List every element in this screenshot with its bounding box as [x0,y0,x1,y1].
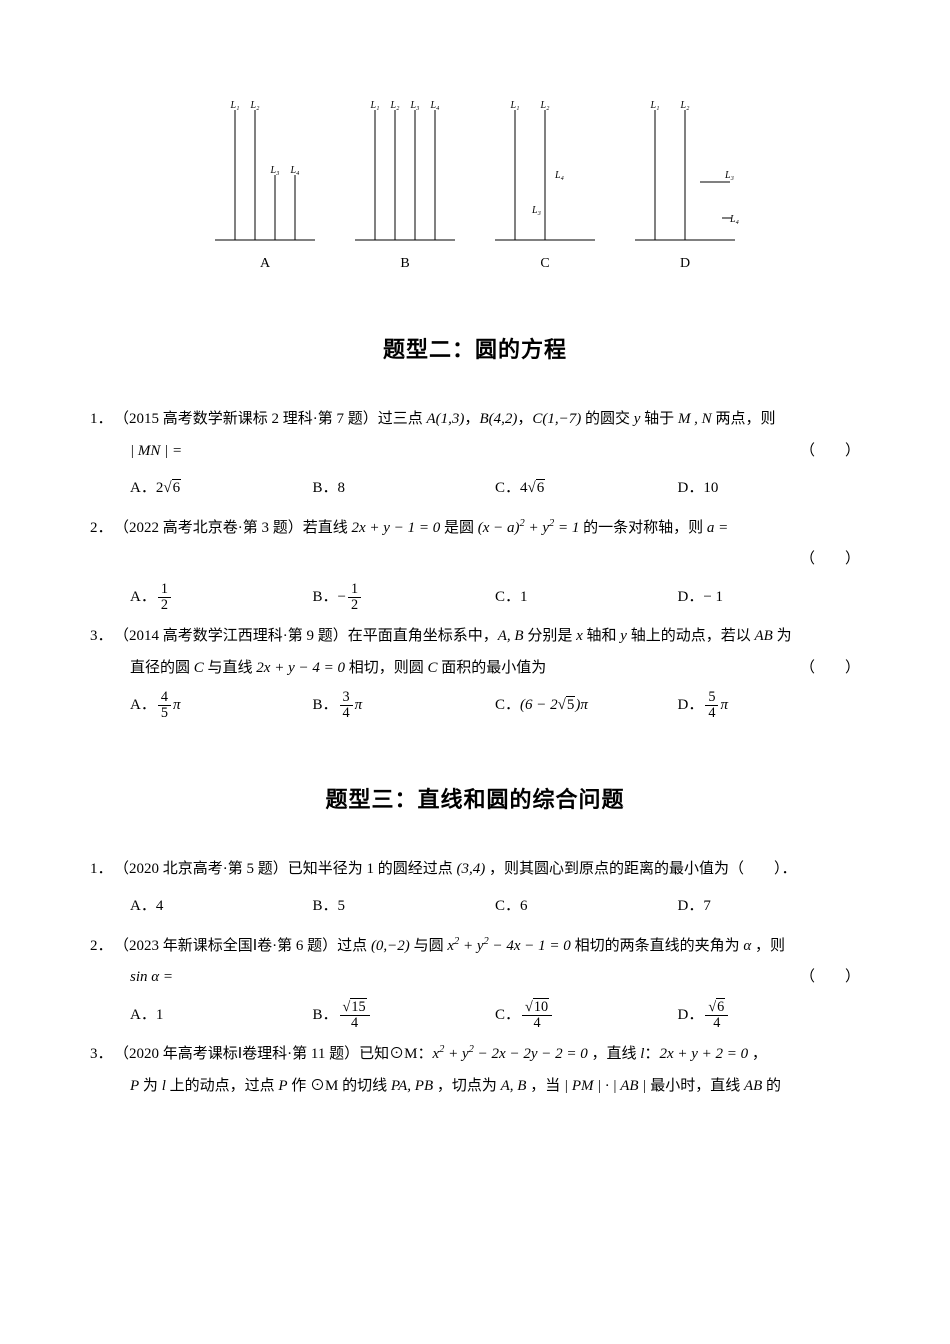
diagram-d-label: D [680,256,690,272]
options: A．26 B．8 C．46 D．10 [130,473,860,505]
diagram-a-label: A [260,256,270,272]
svg-text:L₃: L₃ [531,205,542,216]
diagram-b-label: B [400,256,409,272]
options: A．1 B．154 C．104 D．64 [130,1000,860,1032]
svg-text:L₂: L₂ [539,100,550,111]
paren: （ ） [800,436,860,468]
svg-text:L₄: L₄ [429,100,440,111]
diagram-a: L₁ L₂ L₃ L₄ A [210,100,320,272]
diagram-d-svg: L₁ L₂ L₃ L₄ [630,100,740,250]
svg-text:L₁: L₁ [369,100,379,111]
diagram-a-svg: L₁ L₂ L₃ L₄ [210,100,320,250]
diagram-b-svg: L₁ L₂ L₃ L₄ [350,100,460,250]
svg-text:L₂: L₂ [249,100,260,111]
q-source: （2015 高考数学新课标 2 理科·第 7 题） [114,411,378,427]
options: A．12 B．−12 C．1 D．− 1 [130,582,860,614]
section2-title: 题型二：圆的方程 [90,332,860,364]
diagram-row: L₁ L₂ L₃ L₄ A L₁ L₂ L₃ L₄ B [90,100,860,272]
options: A．45π B．34π C．(6 − 25)π D．54π [130,690,860,722]
section3-q2: 2．（2023 年新课标全国Ⅰ卷·第 6 题）过点 (0,−2) 与圆 x2 +… [90,931,860,1032]
diagram-b: L₁ L₂ L₃ L₄ B [350,100,460,272]
svg-text:L₂: L₂ [389,100,400,111]
svg-text:L₃: L₃ [724,170,735,181]
diagram-d: L₁ L₂ L₃ L₄ D [630,100,740,272]
svg-text:L₁: L₁ [229,100,239,111]
svg-text:L₂: L₂ [679,100,690,111]
svg-text:L₃: L₃ [269,165,280,176]
page-container: L₁ L₂ L₃ L₄ A L₁ L₂ L₃ L₄ B [0,0,950,1344]
section3-q1: 1．（2020 北京高考·第 5 题）已知半径为 1 的圆经过点 (3,4) ，… [90,854,860,923]
section2-q2: 2．（2022 高考北京卷·第 3 题）若直线 2x + y − 1 = 0 是… [90,513,860,614]
diagram-c-label: C [540,256,549,272]
section2-q1: 1．（2015 高考数学新课标 2 理科·第 7 题）过三点 A(1,3)，B(… [90,404,860,505]
section3-title: 题型三：直线和圆的综合问题 [90,782,860,814]
options: A．4 B．5 C．6 D．7 [130,891,860,923]
svg-text:L₃: L₃ [409,100,420,111]
diagram-c-svg: L₁ L₂ L₄ L₃ [490,100,600,250]
svg-text:L₄: L₄ [554,170,565,181]
section3-q3: 3．（2020 年高考课标Ⅰ卷理科·第 11 题）已知⊙M：x2 + y2 − … [90,1039,860,1102]
q-num: 1． [90,404,114,436]
section2-q3: 3．（2014 高考数学江西理科·第 9 题）在平面直角坐标系中，A, B 分别… [90,621,860,722]
diagram-c: L₁ L₂ L₄ L₃ C [490,100,600,272]
svg-text:L₄: L₄ [729,214,740,225]
svg-text:L₁: L₁ [649,100,659,111]
svg-text:L₄: L₄ [289,165,300,176]
svg-text:L₁: L₁ [509,100,519,111]
